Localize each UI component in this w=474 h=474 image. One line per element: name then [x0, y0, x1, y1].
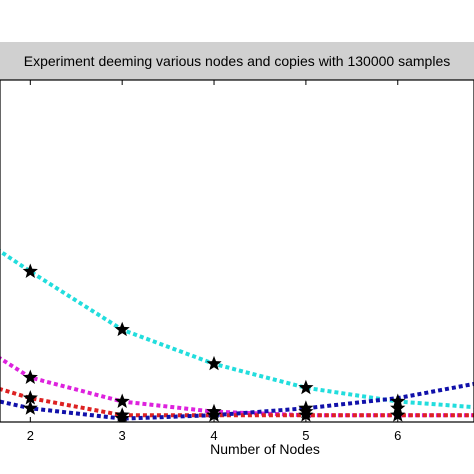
star-marker-19: [390, 400, 406, 415]
star-marker-10: [22, 390, 38, 405]
star-marker-6: [22, 369, 38, 384]
chart-title: Experiment deeming various nodes and cop…: [24, 53, 450, 69]
plot-frame: [0, 79, 474, 423]
x-axis-label: Number of Nodes: [210, 441, 320, 457]
star-marker-7: [114, 393, 130, 408]
plot-area: [0, 248, 474, 422]
x-tick-label-5: 5: [302, 428, 309, 443]
star-marker-4: [298, 379, 314, 395]
x-axis-ticks: 2 3 4 5 6: [27, 80, 401, 443]
x-tick-label-4: 4: [210, 428, 217, 443]
star-marker-2: [114, 321, 130, 337]
star-marker-15: [22, 400, 38, 415]
star-marker-14: [390, 407, 406, 422]
star-marker-3: [206, 355, 222, 371]
star-marker-17: [206, 407, 222, 422]
series-line-1: [0, 248, 474, 410]
series-line-3: [0, 386, 474, 418]
x-tick-label-6: 6: [394, 428, 401, 443]
star-marker-16: [114, 410, 130, 422]
x-tick-label-3: 3: [119, 428, 126, 443]
x-tick-label-2: 2: [27, 428, 34, 443]
star-marker-1: [22, 263, 38, 278]
title-bar: [0, 42, 474, 80]
star-marker-18: [298, 403, 314, 419]
